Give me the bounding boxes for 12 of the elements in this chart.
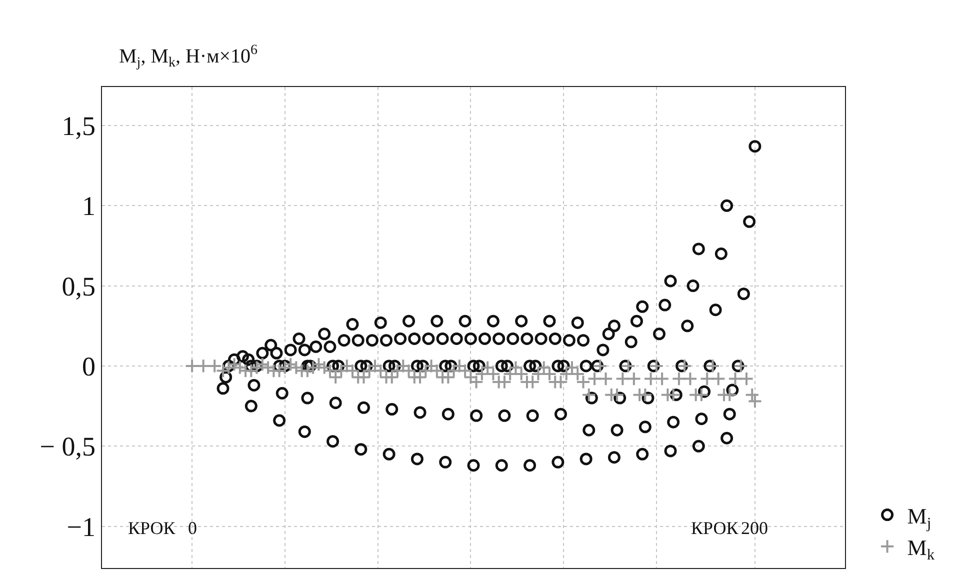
x-tick-label: 200 — [741, 518, 768, 538]
legend-label: M$_{k}$ — [907, 534, 935, 564]
annotation: КРОК — [691, 518, 740, 538]
annotation: КРОК — [128, 518, 176, 538]
y-tick-label: −1 — [66, 512, 96, 542]
y-tick-label: 1,5 — [62, 110, 96, 141]
y-tick-label: − 0,5 — [40, 432, 96, 462]
y-tick-label: 0,5 — [62, 271, 96, 302]
y-axis-title: M$_{j}$, M$_{k}$, Н·м×10$^{6}$ — [119, 43, 258, 71]
y-tick-label: 0 — [82, 351, 96, 382]
y-tick-label: 1 — [82, 191, 96, 222]
legend-label: M$_{j}$ — [907, 503, 932, 532]
